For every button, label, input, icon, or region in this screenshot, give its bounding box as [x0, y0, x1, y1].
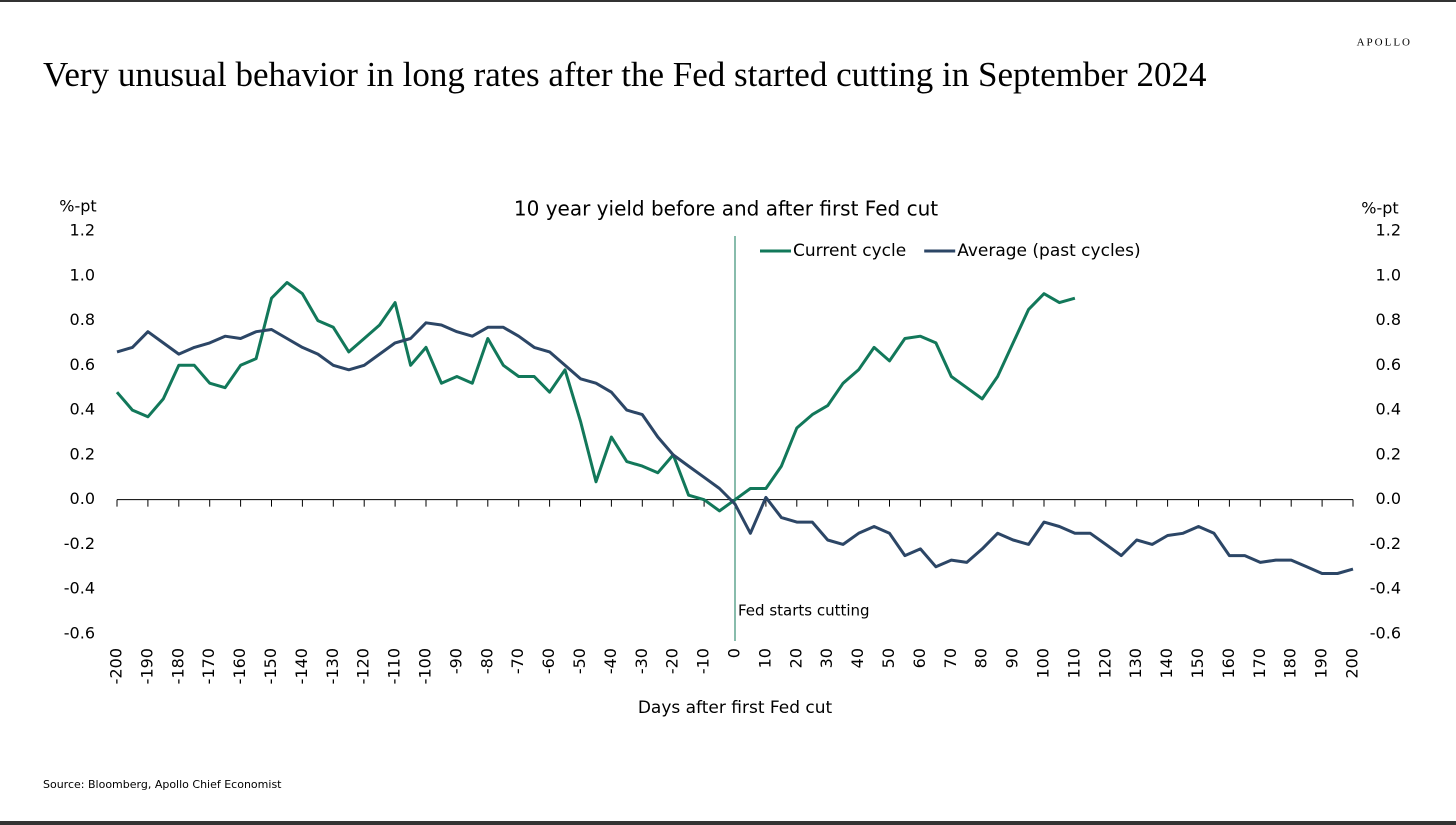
- x-tick-label: 170: [1250, 648, 1269, 679]
- x-axis-label: Days after first Fed cut: [638, 698, 833, 718]
- x-tick-label: -120: [354, 648, 373, 684]
- x-tick-label: 40: [848, 648, 867, 668]
- y2-tick-label: 0.4: [1376, 400, 1401, 419]
- y-tick-label: 0.8: [70, 310, 95, 329]
- x-tick-label: 80: [972, 648, 991, 668]
- x-tick-label: -90: [446, 648, 465, 674]
- y2-tick-label: 1.0: [1376, 265, 1401, 284]
- x-tick-label: -50: [570, 648, 589, 674]
- x-tick-label: -200: [107, 648, 126, 684]
- y2-tick-label: 0.8: [1376, 310, 1401, 329]
- series-line: [115, 281, 1076, 513]
- y-tick-label: 1.0: [70, 265, 95, 284]
- y2-tick-label: 0.6: [1376, 355, 1401, 374]
- x-tick-label: 90: [1003, 648, 1022, 668]
- y2-tick-label: -0.6: [1370, 624, 1401, 643]
- y-axis-label: %-pt: [59, 197, 96, 216]
- x-tick-label: 60: [910, 648, 929, 668]
- x-tick-label: 190: [1312, 648, 1331, 679]
- x-tick-label: 20: [786, 648, 805, 668]
- x-tick-label: -30: [632, 648, 651, 674]
- x-tick-label: -80: [477, 648, 496, 674]
- y2-tick-label: -0.4: [1370, 579, 1401, 598]
- x-tick-label: -130: [323, 648, 342, 684]
- y-tick-label: 0.2: [70, 444, 95, 463]
- x-tick-label: 200: [1343, 648, 1362, 679]
- series-line: [116, 321, 1354, 575]
- x-tick-label: 110: [1064, 648, 1083, 679]
- x-tick-label: -190: [137, 648, 156, 684]
- x-tick-label: -140: [292, 648, 311, 684]
- x-tick-label: 120: [1095, 648, 1114, 679]
- y-tick-label: -0.2: [64, 534, 95, 553]
- x-tick-label: -170: [199, 648, 218, 684]
- chart-subtitle: 10 year yield before and after first Fed…: [514, 197, 938, 221]
- x-tick-label: 0: [725, 648, 744, 658]
- source: Source: Bloomberg, Apollo Chief Economis…: [43, 778, 282, 791]
- x-tick-label: -40: [601, 648, 620, 674]
- y-tick-label: 1.2: [70, 221, 95, 240]
- x-tick-label: -20: [663, 648, 682, 674]
- x-tick-label: 70: [941, 648, 960, 668]
- x-tick-label: 30: [817, 648, 836, 668]
- x-tick-label: 130: [1126, 648, 1145, 679]
- x-tick-label: -70: [508, 648, 527, 674]
- x-tick-label: 140: [1157, 648, 1176, 679]
- y2-tick-label: -0.2: [1370, 534, 1401, 553]
- x-tick-label: -150: [261, 648, 280, 684]
- bottom-border: [0, 821, 1456, 825]
- top-border: [0, 0, 1456, 2]
- y-tick-label: 0.6: [70, 355, 95, 374]
- y2-tick-label: 1.2: [1376, 221, 1401, 240]
- x-tick-label: -10: [694, 648, 713, 674]
- y2-tick-label: 0.2: [1376, 444, 1401, 463]
- annotation-text: Fed starts cutting: [738, 602, 870, 620]
- x-tick-label: 160: [1219, 648, 1238, 679]
- y2-tick-label: 0.0: [1376, 489, 1401, 508]
- x-tick-label: -60: [539, 648, 558, 674]
- y-tick-label: -0.6: [64, 624, 95, 643]
- y-tick-label: -0.4: [64, 579, 95, 598]
- x-tick-label: 150: [1188, 648, 1207, 679]
- chart-title: Very unusual behavior in long rates afte…: [43, 55, 1206, 94]
- legend-label: Average (past cycles): [957, 241, 1140, 261]
- x-tick-label: -180: [168, 648, 187, 684]
- x-tick-label: 180: [1281, 648, 1300, 679]
- y-tick-label: 0.0: [70, 489, 95, 508]
- y2-axis-label: %-pt: [1361, 199, 1398, 218]
- x-tick-label: 100: [1034, 648, 1053, 679]
- y-tick-label: 0.4: [70, 400, 95, 419]
- legend-label: Current cycle: [793, 241, 906, 261]
- x-tick-label: -110: [385, 648, 404, 684]
- x-tick-label: -100: [416, 648, 435, 684]
- x-tick-label: 50: [879, 648, 898, 668]
- x-tick-label: 10: [755, 648, 774, 668]
- brand: APOLLO: [1357, 37, 1412, 49]
- x-tick-label: -160: [230, 648, 249, 684]
